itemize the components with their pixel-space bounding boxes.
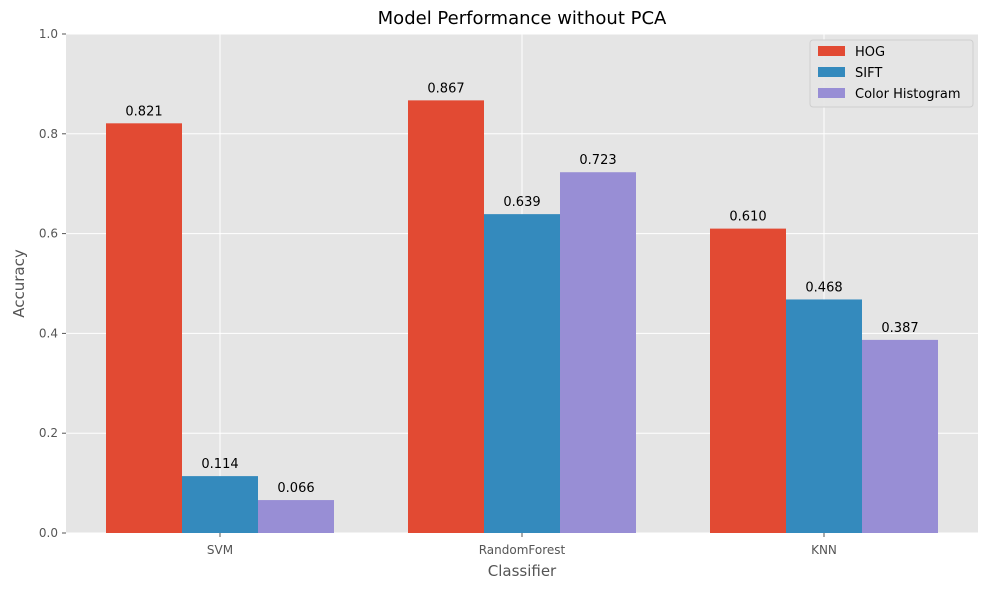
legend-entry: Color Histogram <box>855 87 961 102</box>
legend: HOG SIFT Color Histogram <box>809 39 974 108</box>
bar <box>484 214 560 533</box>
bar-value-label: 0.468 <box>805 280 842 295</box>
bar <box>560 172 636 533</box>
legend-swatch <box>818 88 845 98</box>
bars <box>106 100 938 534</box>
legend-entry: HOG <box>855 45 885 60</box>
bar-value-label: 0.821 <box>125 104 162 119</box>
bar <box>786 299 862 533</box>
x-tick-label: KNN <box>811 543 837 557</box>
legend-swatch <box>818 67 845 77</box>
bar-value-label: 0.723 <box>579 153 616 168</box>
bar <box>862 339 938 533</box>
x-tick-label: RandomForest <box>479 543 566 557</box>
x-axis-label: Classifier <box>488 562 557 580</box>
bar-value-label: 0.610 <box>729 210 766 225</box>
chart-title: Model Performance without PCA <box>378 8 667 29</box>
legend-swatch <box>818 46 845 56</box>
bar <box>182 476 258 533</box>
bar-value-label: 0.114 <box>201 457 238 472</box>
bar <box>258 500 334 533</box>
y-tick-label: 0.6 <box>39 227 58 241</box>
bar <box>106 123 182 534</box>
y-axis-ticks: 0.0 0.2 0.4 0.6 0.8 1.0 <box>39 27 66 540</box>
bar-value-labels: 0.821 0.867 0.610 0.114 0.639 0.468 0.066 0.723… <box>125 81 918 496</box>
legend-box <box>809 39 974 108</box>
legend-entry: SIFT <box>855 66 882 81</box>
y-tick-label: 0.2 <box>39 426 58 440</box>
y-tick-label: 0.4 <box>39 326 58 340</box>
y-tick-label: 0.8 <box>39 127 58 141</box>
bar <box>408 100 484 533</box>
x-tick-label: SVM <box>207 543 233 557</box>
bar <box>710 228 786 534</box>
x-axis-ticks: SVM RandomForest KNN <box>207 533 837 557</box>
bar-value-label: 0.387 <box>881 321 918 336</box>
y-tick-label: 1.0 <box>39 27 58 41</box>
bar-value-label: 0.639 <box>503 195 540 210</box>
bar-value-label: 0.066 <box>277 481 314 496</box>
bar-value-label: 0.867 <box>427 81 464 96</box>
y-tick-label: 0.0 <box>39 526 58 540</box>
y-axis-label: Accuracy <box>10 249 28 318</box>
